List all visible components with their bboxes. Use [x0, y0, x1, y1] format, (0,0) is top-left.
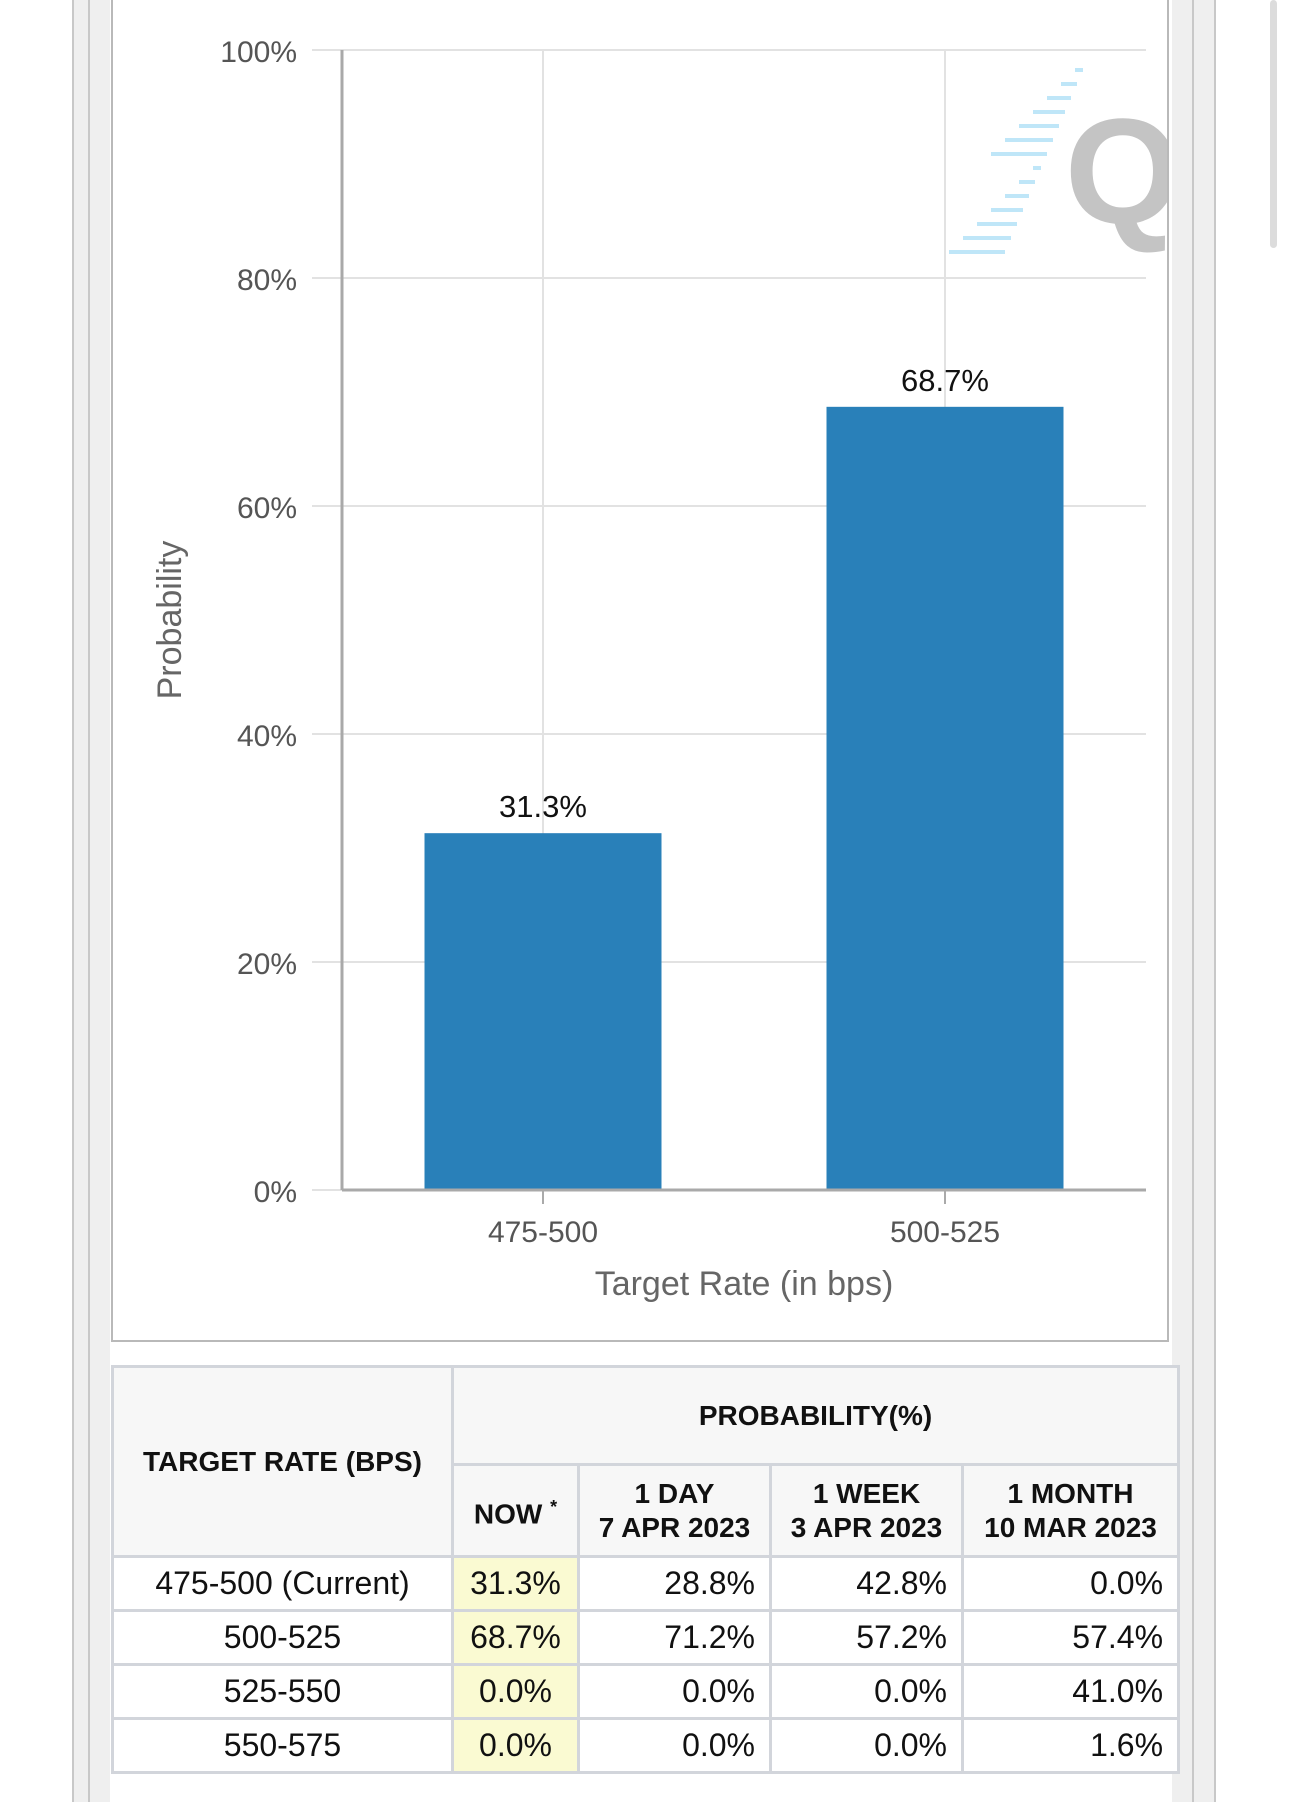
cell-1-week: 57.2% — [769, 1609, 964, 1666]
bar-500-525[interactable] — [826, 406, 1064, 1190]
y-tick-label: 80% — [237, 264, 297, 297]
page-frame-right-inner — [1192, 0, 1194, 1802]
y-axis-title: Probability — [151, 541, 189, 700]
cell-1-month: 41.0% — [960, 1663, 1181, 1720]
scrollbar-thumb[interactable] — [1270, 0, 1277, 248]
y-tick-label: 40% — [237, 720, 297, 753]
watermark-stripe — [991, 152, 1047, 156]
y-tick-label: 60% — [237, 492, 297, 525]
probability-table-wrapper: TARGET RATE (BPS) PROBABILITY(%) NOW * 1… — [111, 1365, 1181, 1774]
bars — [424, 406, 1064, 1190]
watermark-stripe — [977, 222, 1017, 226]
table-row: 500-525 68.7% 71.2% 57.2% 57.4% — [111, 1609, 1181, 1666]
x-tick-label: 500-525 — [890, 1216, 1000, 1249]
header-1-month-label: 1 MONTH — [1007, 1477, 1134, 1509]
watermark-stripe — [963, 236, 1011, 240]
table-row: 525-550 0.0% 0.0% 0.0% 41.0% — [111, 1663, 1181, 1720]
header-1-day-label: 1 DAY — [634, 1477, 715, 1509]
cell-1-week: 42.8% — [769, 1555, 964, 1612]
y-tick-label: 100% — [220, 36, 297, 69]
table-row: 550-575 0.0% 0.0% 0.0% 1.6% — [111, 1717, 1181, 1774]
cell-now: 31.3% — [451, 1555, 580, 1612]
cell-now: 0.0% — [451, 1717, 580, 1774]
cell-rate: 550-575 — [111, 1717, 454, 1774]
x-tick-label: 475-500 — [488, 1216, 598, 1249]
watermark-stripe — [1019, 124, 1059, 128]
watermark-stripe — [1033, 110, 1065, 114]
y-tick-label: 0% — [254, 1176, 297, 1209]
cell-rate: 500-525 — [111, 1609, 454, 1666]
watermark-stripe — [1019, 180, 1035, 184]
watermark-stripe — [949, 250, 1005, 254]
header-now-marker: * — [550, 1496, 558, 1517]
header-now-label: NOW — [473, 1498, 543, 1530]
data-label: 31.3% — [499, 789, 587, 824]
watermark-stripe — [991, 208, 1023, 212]
page-frame-left — [72, 0, 110, 1802]
watermark-stripe — [1075, 68, 1083, 72]
header-1-week-label: 1 WEEK — [812, 1477, 921, 1509]
cell-1-day: 0.0% — [577, 1663, 772, 1720]
watermark-stripe — [1033, 166, 1041, 170]
cell-1-month: 57.4% — [960, 1609, 1181, 1666]
page-frame-right-outer — [1214, 0, 1216, 1802]
cell-now: 68.7% — [451, 1609, 580, 1666]
cell-rate: 525-550 — [111, 1663, 454, 1720]
x-axis-title: Target Rate (in bps) — [595, 1265, 894, 1303]
cell-1-week: 0.0% — [769, 1663, 964, 1720]
cell-1-day: 28.8% — [577, 1555, 772, 1612]
header-1-month: 1 MONTH 10 MAR 2023 — [960, 1463, 1181, 1558]
cell-1-month: 1.6% — [960, 1717, 1181, 1774]
y-tick-label: 20% — [237, 948, 297, 981]
bar-475-500[interactable] — [424, 833, 662, 1190]
header-now: NOW * — [451, 1463, 580, 1558]
watermark-stripe — [1005, 138, 1053, 142]
cell-rate: 475-500 (Current) — [111, 1555, 454, 1612]
table-row: 475-500 (Current) 31.3% 28.8% 42.8% 0.0% — [111, 1555, 1181, 1612]
chart-panel: Q 0% 20% 40% 60% 80% 100% 31.3% 475-500 68.7% 500… — [111, 0, 1169, 1342]
header-probability: PROBABILITY(%) — [450, 1365, 1181, 1466]
cell-1-day: 71.2% — [577, 1609, 772, 1666]
probability-table: TARGET RATE (BPS) PROBABILITY(%) NOW * 1… — [111, 1365, 1181, 1774]
header-1-month-date: 10 MAR 2023 — [984, 1511, 1157, 1543]
watermark-stripe — [1047, 96, 1071, 100]
cell-1-month: 0.0% — [960, 1555, 1181, 1612]
page-frame-left-inner — [88, 0, 90, 1802]
cell-now: 0.0% — [451, 1663, 580, 1720]
watermark-stripe — [1061, 82, 1077, 86]
data-label: 68.7% — [901, 363, 989, 398]
header-1-day-date: 7 APR 2023 — [598, 1511, 751, 1543]
header-1-day: 1 DAY 7 APR 2023 — [577, 1463, 772, 1558]
watermark-stripe — [1005, 194, 1029, 198]
header-1-week: 1 WEEK 3 APR 2023 — [769, 1463, 964, 1558]
axes — [340, 50, 1146, 1204]
q-logo-icon: Q — [949, 68, 1167, 255]
watermark-letter: Q — [1065, 87, 1167, 255]
header-1-week-date: 3 APR 2023 — [790, 1511, 943, 1543]
cell-1-week: 0.0% — [769, 1717, 964, 1774]
probability-bar-chart: Q 0% 20% 40% 60% 80% 100% 31.3% 475-500 68.7% 500… — [151, 36, 1167, 1303]
cell-1-day: 0.0% — [577, 1717, 772, 1774]
page-frame-left-outer — [72, 0, 74, 1802]
header-target-rate: TARGET RATE (BPS) — [111, 1365, 454, 1558]
labels: 0% 20% 40% 60% 80% 100% 31.3% 475-500 68.7% 500-5… — [151, 36, 1000, 1303]
